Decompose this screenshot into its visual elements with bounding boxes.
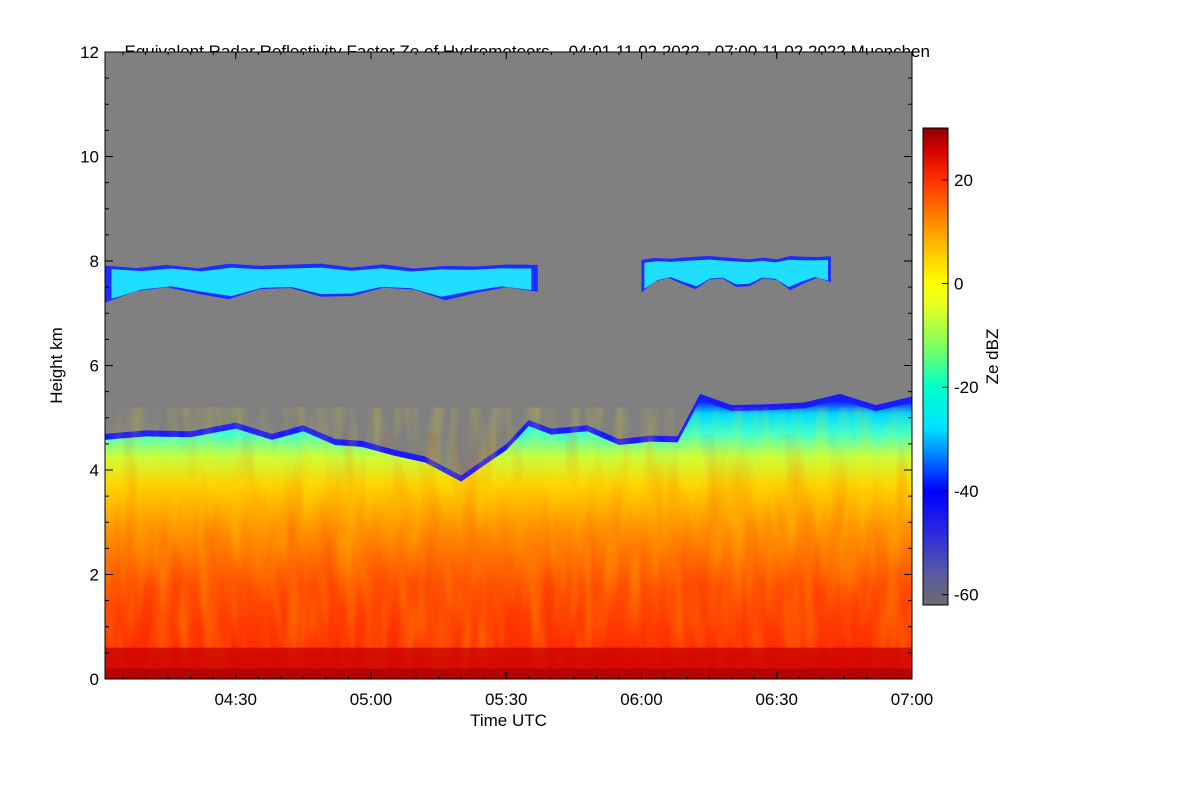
- colorbar-tick-label: 0: [954, 275, 963, 294]
- plot-content: [105, 256, 912, 679]
- cloud-core: [111, 267, 532, 299]
- ground-band: [105, 668, 912, 679]
- y-tick-label: 10: [80, 148, 99, 167]
- echo-texture-dark: [105, 433, 912, 679]
- cloud-core: [644, 259, 829, 289]
- colorbar-tick-label: -20: [954, 378, 979, 397]
- x-tick-label: 04:30: [214, 690, 257, 709]
- x-axis: 04:30 05:00 05:30 06:00 06:30 07:00: [122, 52, 934, 709]
- x-tick-label: 06:30: [755, 690, 798, 709]
- colorbar-scale: [922, 127, 949, 606]
- y-axis: 0 2 4 6 8 10 12: [80, 43, 912, 689]
- upper-cloud-layer: [105, 263, 538, 303]
- colorbar-tick-label: -60: [954, 586, 979, 605]
- upper-cloud-layer: [641, 256, 831, 293]
- colorbar-tick-label: 20: [954, 171, 973, 190]
- x-tick-label: 06:00: [620, 690, 663, 709]
- y-tick-label: 12: [80, 43, 99, 62]
- colorbar: 20 0 -20 -40 -60 Ze dBZ: [922, 127, 1002, 606]
- x-tick-label: 05:30: [485, 690, 528, 709]
- y-axis-label: Height km: [47, 327, 66, 404]
- y-tick-label: 8: [90, 252, 99, 271]
- plot-area: [104, 51, 913, 680]
- colorbar-ticks: 20 0 -20 -40 -60: [942, 171, 979, 605]
- y-tick-label: 0: [90, 670, 99, 689]
- colorbar-tick-label: -40: [954, 482, 979, 501]
- x-axis-label: Time UTC: [470, 711, 547, 730]
- y-tick-label: 6: [90, 357, 99, 376]
- y-tick-label: 4: [90, 461, 99, 480]
- y-tick-label: 2: [90, 566, 99, 585]
- x-tick-label: 07:00: [891, 690, 934, 709]
- x-tick-label: 05:00: [350, 690, 393, 709]
- colorbar-label: Ze dBZ: [983, 329, 1002, 385]
